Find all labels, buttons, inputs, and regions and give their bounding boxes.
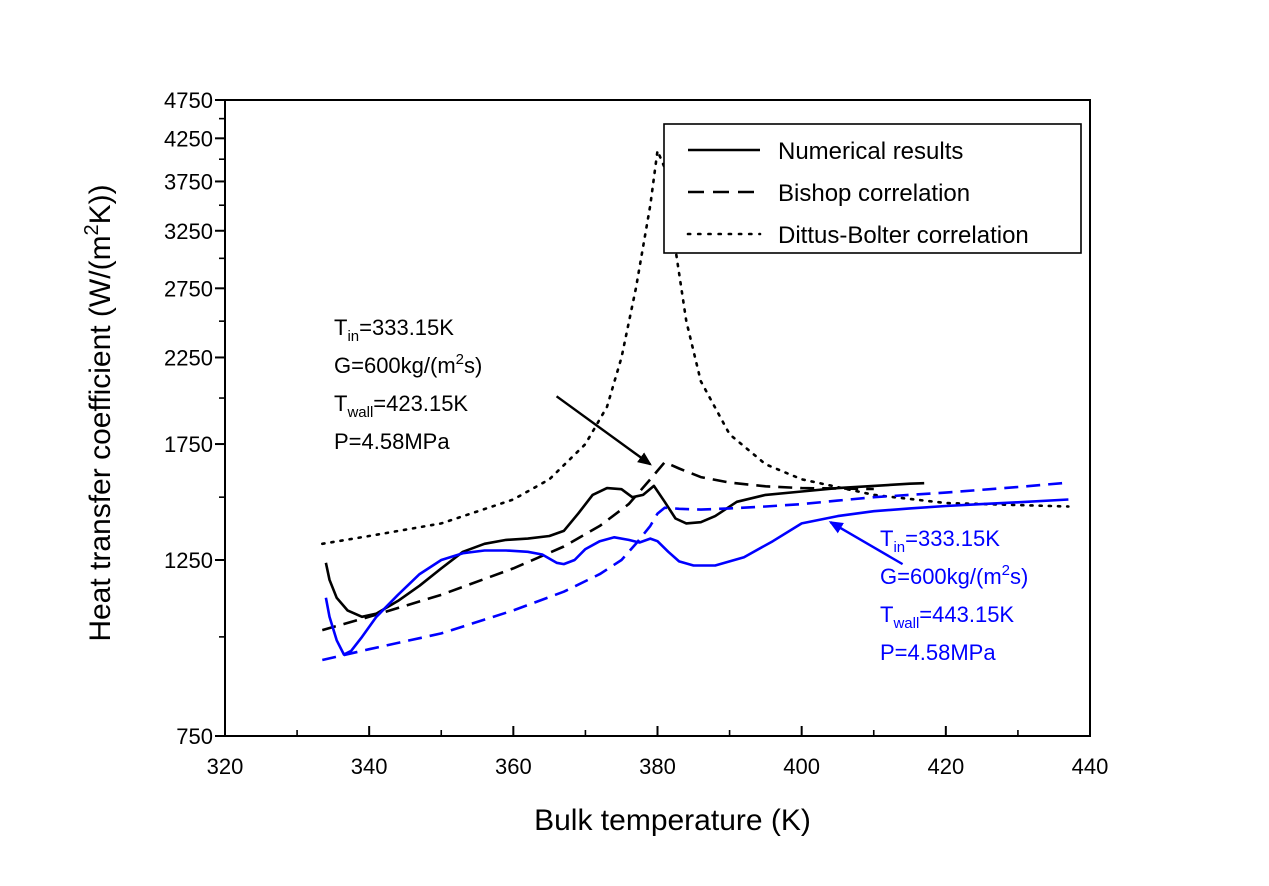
y-tick-label: 1250 (164, 548, 213, 573)
x-tick-label: 360 (495, 754, 532, 779)
legend-label: Numerical results (778, 138, 963, 165)
annotation-text: Tin=333.15K (880, 526, 1000, 556)
series-line-black-dashed (321, 460, 874, 632)
annotation-text: Tin=333.15K (334, 315, 454, 345)
y-axis-title: Heat transfer coefficient (W/(m2K)) (81, 184, 117, 641)
y-tick-label: 4750 (164, 88, 213, 113)
x-tick-label: 420 (927, 754, 964, 779)
annotations-layer: Tin=333.15K G=600kg/(m2s) Twall=423.15K P=4… (334, 315, 1028, 665)
x-tick-label: 400 (783, 754, 820, 779)
y-tick-label: 2250 (164, 345, 213, 370)
y-tick-label: 3750 (164, 169, 213, 194)
x-tick-label: 320 (207, 754, 244, 779)
series-layer (320, 149, 1070, 662)
x-tick-label: 440 (1072, 754, 1109, 779)
y-tick-label: 2750 (164, 276, 213, 301)
y-tick-label: 3250 (164, 219, 213, 244)
annotation-text: P=4.58MPa (880, 640, 996, 665)
legend-label: Bishop correlation (778, 180, 970, 207)
legend: Numerical results Bishop correlation Dittu… (663, 123, 1082, 254)
y-tick-label: 750 (176, 724, 213, 749)
series-line-blue-solid (324, 498, 1069, 656)
series-line-black-solid (324, 481, 925, 619)
annotation-text: Twall=443.15K (880, 602, 1014, 632)
x-tick-label: 340 (351, 754, 388, 779)
annotation-text: G=600kg/(m2s) (334, 351, 482, 378)
x-tick-label: 380 (639, 754, 676, 779)
annotation-arrow (555, 395, 652, 466)
y-tick-label: 4250 (164, 126, 213, 151)
axes-layer: 320 340 360 380 400 420 440 750 1250 1750 2250 2750… (81, 88, 1108, 837)
series-line-black-dotted (320, 149, 1070, 546)
series-line-blue-dashed (322, 481, 1069, 662)
annotation-text: G=600kg/(m2s) (880, 562, 1028, 589)
annotation-text: P=4.58MPa (334, 429, 450, 454)
y-tick-label: 1750 (164, 432, 213, 457)
annotation-arrow (828, 521, 904, 566)
x-axis-title: Bulk temperature (K) (534, 804, 811, 837)
annotation-text: Twall=423.15K (334, 391, 468, 421)
legend-label: Dittus-Bolter correlation (778, 222, 1029, 249)
legend-box (663, 123, 1082, 254)
